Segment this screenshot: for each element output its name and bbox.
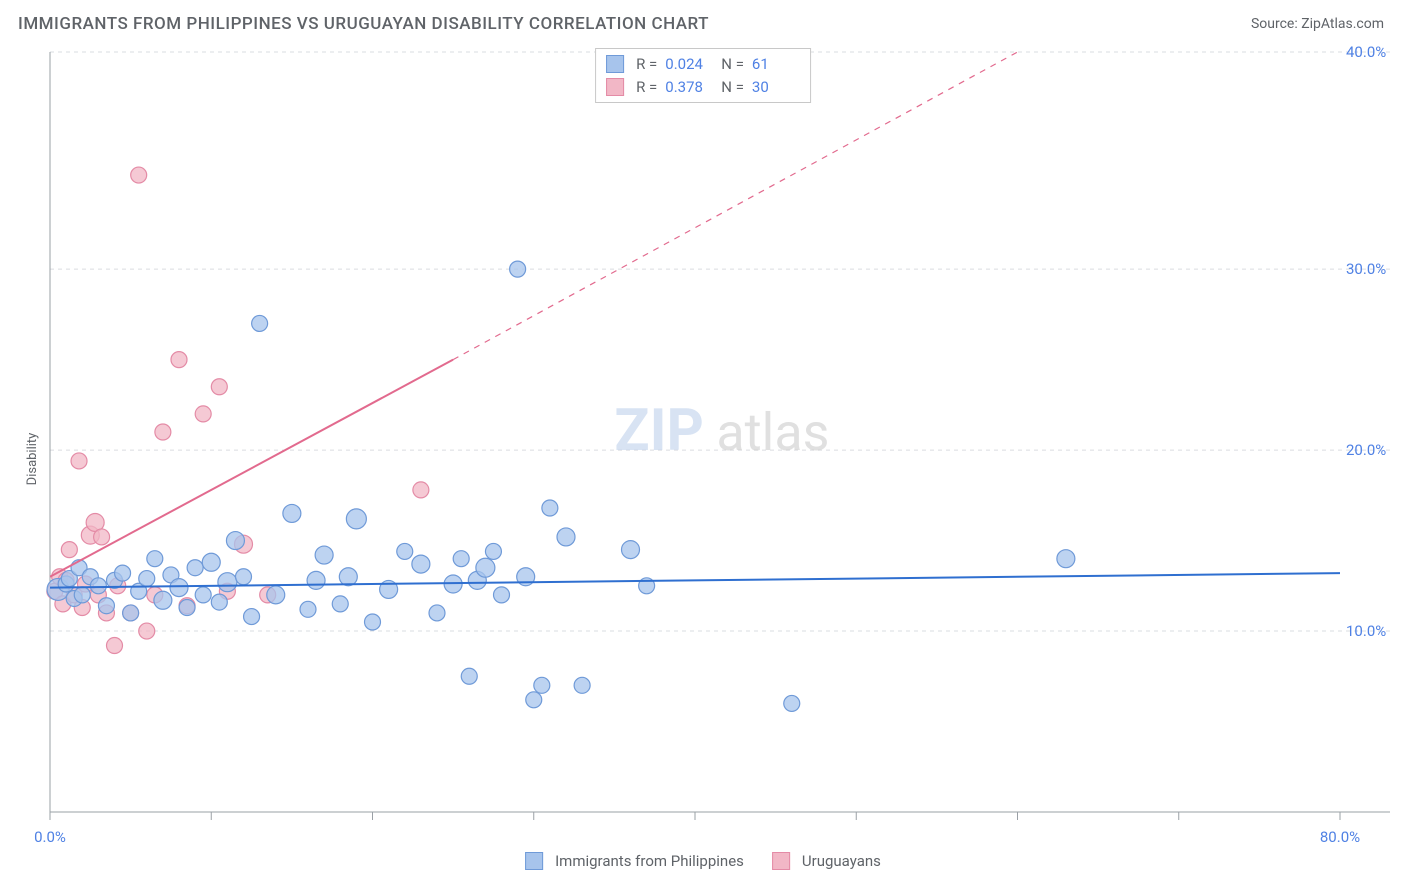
legend-swatch-uruguayans bbox=[772, 852, 790, 870]
legend-item-philippines: Immigrants from Philippines bbox=[525, 852, 744, 870]
stats-row-philippines: R = 0.024 N = 61 bbox=[606, 53, 800, 76]
legend-label-uruguayans: Uruguayans bbox=[802, 852, 881, 870]
chart-header: IMMIGRANTS FROM PHILIPPINES VS URUGUAYAN… bbox=[0, 0, 1406, 44]
source-label: Source: bbox=[1251, 16, 1298, 32]
swatch-philippines bbox=[606, 55, 624, 73]
stat-r-val-uruguayans: 0.378 bbox=[665, 76, 713, 99]
svg-text:atlas: atlas bbox=[716, 402, 829, 463]
svg-text:80.0%: 80.0% bbox=[1320, 828, 1360, 846]
stat-n-label: N = bbox=[721, 76, 744, 99]
legend-item-uruguayans: Uruguayans bbox=[772, 852, 881, 870]
y-axis-label: Disability bbox=[25, 433, 40, 486]
stat-r-label: R = bbox=[636, 76, 657, 99]
stat-n-val-uruguayans: 30 bbox=[752, 76, 800, 99]
svg-text:20.0%: 20.0% bbox=[1346, 441, 1386, 459]
stat-n-label: N = bbox=[721, 53, 744, 76]
chart-title: IMMIGRANTS FROM PHILIPPINES VS URUGUAYAN… bbox=[18, 14, 709, 34]
stats-legend-box: R = 0.024 N = 61 R = 0.378 N = 30 bbox=[595, 48, 811, 103]
bottom-legend: Immigrants from Philippines Uruguayans bbox=[525, 852, 881, 870]
source-name: ZipAtlas.com bbox=[1301, 16, 1384, 32]
svg-text:40.0%: 40.0% bbox=[1346, 44, 1386, 61]
stats-row-uruguayans: R = 0.378 N = 30 bbox=[606, 76, 800, 99]
svg-text:30.0%: 30.0% bbox=[1346, 260, 1386, 278]
stat-n-val-philippines: 61 bbox=[752, 53, 800, 76]
legend-label-philippines: Immigrants from Philippines bbox=[555, 852, 744, 870]
scatter-chart-svg: 10.0% 20.0% 30.0% 40.0% ZIPatlas 0.0% 80.0% bbox=[0, 44, 1406, 874]
svg-text:10.0%: 10.0% bbox=[1346, 622, 1386, 640]
svg-text:0.0%: 0.0% bbox=[34, 828, 66, 846]
source-credit: Source: ZipAtlas.com bbox=[1251, 16, 1384, 32]
stat-r-label: R = bbox=[636, 53, 657, 76]
svg-text:ZIP: ZIP bbox=[614, 397, 704, 465]
swatch-uruguayans bbox=[606, 78, 624, 96]
stat-r-val-philippines: 0.024 bbox=[665, 53, 713, 76]
legend-swatch-philippines bbox=[525, 852, 543, 870]
chart-area: Disability 10.0% 20.0% 30.0% 40.0% ZIPatlas 0… bbox=[0, 44, 1406, 874]
